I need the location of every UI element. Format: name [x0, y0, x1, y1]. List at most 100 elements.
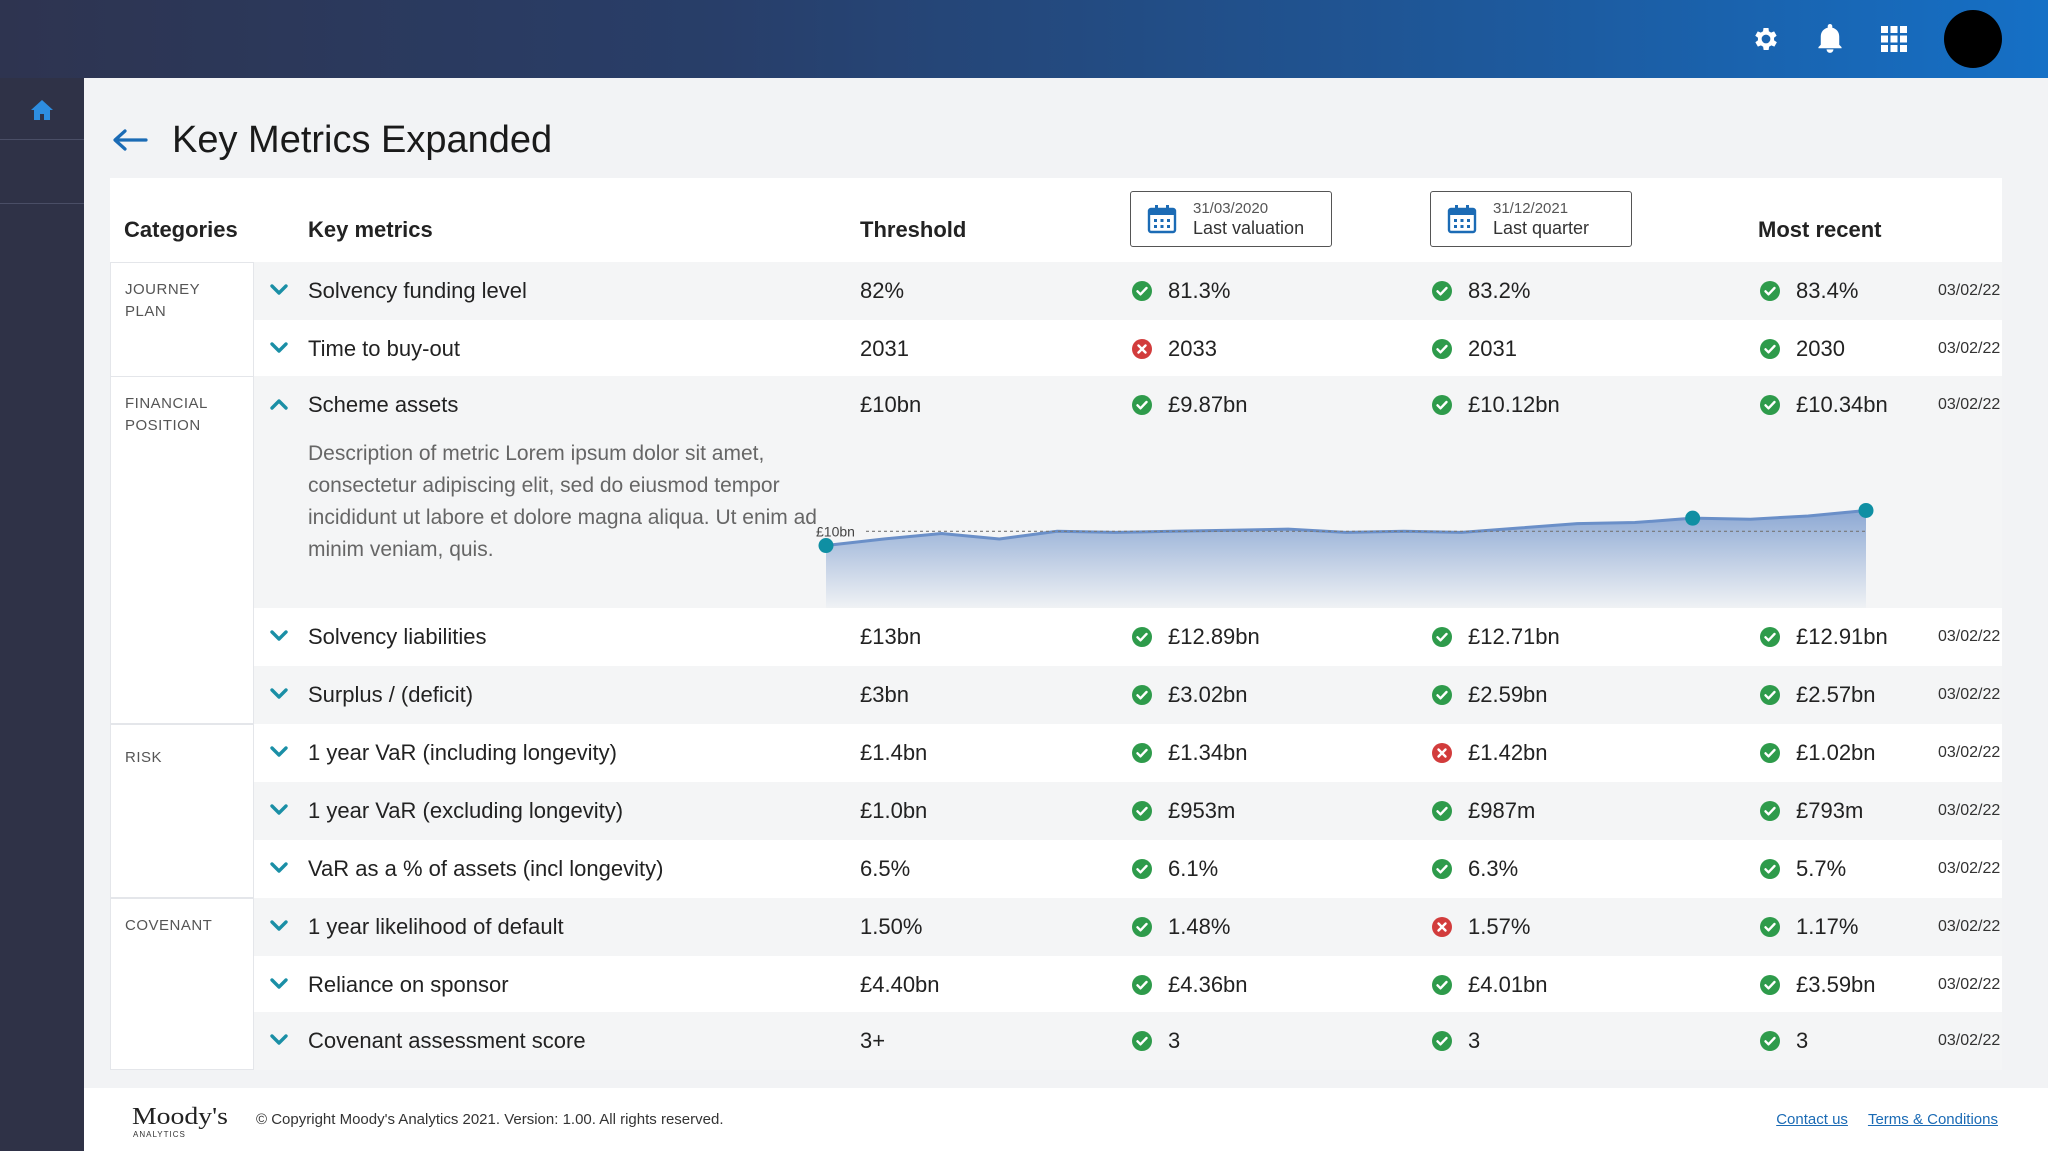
chevron-down-icon[interactable]	[266, 739, 292, 765]
apps-grid-icon[interactable]	[1875, 20, 1913, 58]
most-recent-value: 1.17%	[1760, 898, 1858, 956]
chevron-up-icon[interactable]	[266, 391, 292, 417]
most-recent-text: £12.91bn	[1796, 624, 1888, 649]
trend-point	[818, 538, 834, 554]
most-recent-value: £1.02bn	[1760, 724, 1876, 782]
sidebar-item-empty[interactable]	[0, 140, 84, 204]
chevron-down-icon[interactable]	[266, 855, 292, 881]
sidebar	[0, 78, 84, 1151]
terms-conditions-link[interactable]: Terms & Conditions	[1867, 1111, 1998, 1128]
threshold-value: 3+	[860, 1028, 886, 1053]
last-valuation-date: 31/03/2020	[1193, 200, 1269, 217]
threshold-value: 82%	[860, 278, 905, 303]
table-row: VaR as a % of assets (incl longevity) 6.5…	[254, 840, 2002, 898]
last-valuation-text: 6.1%	[1168, 856, 1219, 881]
last-valuation-value: 81.3%	[1132, 262, 1230, 320]
most-recent-value: £793m	[1760, 782, 1863, 840]
last-quarter-text: £2.59bn	[1468, 682, 1548, 707]
header-categories: Categories	[124, 217, 238, 242]
last-quarter-date-picker[interactable]: 31/12/2021 Last quarter	[1430, 191, 1632, 247]
chevron-down-icon[interactable]	[266, 797, 292, 823]
back-arrow-icon[interactable]	[110, 120, 150, 160]
error-circle-icon	[1432, 917, 1452, 937]
last-quarter-value: £1.42bn	[1432, 724, 1548, 782]
chevron-down-icon[interactable]	[266, 681, 292, 707]
metric-name: Scheme assets	[308, 392, 459, 417]
page-header: Key Metrics Expanded	[110, 112, 552, 168]
last-quarter-value: 3	[1432, 1012, 1480, 1070]
most-recent-value: £3.59bn	[1760, 956, 1876, 1014]
last-valuation-text: 81.3%	[1168, 278, 1231, 303]
most-recent-value: £2.57bn	[1760, 666, 1876, 724]
chevron-down-icon[interactable]	[266, 971, 292, 997]
home-icon	[31, 99, 53, 120]
last-quarter-date: 31/12/2021	[1493, 200, 1569, 217]
most-recent-text: 3	[1796, 1028, 1809, 1053]
calendar-icon	[1447, 205, 1477, 234]
sidebar-item-home[interactable]	[0, 80, 84, 140]
last-quarter-text: £1.42bn	[1468, 740, 1548, 765]
threshold-value: 1.50%	[860, 914, 923, 939]
last-quarter-value: £4.01bn	[1432, 956, 1548, 1014]
metric-name: Time to buy-out	[308, 336, 461, 361]
check-circle-icon	[1132, 627, 1152, 647]
metric-name: VaR as a % of assets (incl longevity)	[308, 856, 664, 881]
last-valuation-text: 3	[1168, 1028, 1181, 1053]
header-threshold: Threshold	[860, 217, 967, 242]
most-recent-date: 03/02/22	[1938, 744, 2001, 761]
chevron-down-icon[interactable]	[266, 1027, 292, 1053]
chevron-down-icon[interactable]	[266, 277, 292, 303]
error-circle-icon	[1432, 743, 1452, 763]
check-circle-icon	[1760, 685, 1780, 705]
last-valuation-value: £12.89bn	[1132, 608, 1260, 666]
most-recent-date: 03/02/22	[1938, 282, 2001, 299]
last-quarter-value: 6.3%	[1432, 840, 1518, 898]
chevron-down-icon[interactable]	[266, 335, 292, 361]
most-recent-value: 5.7%	[1760, 840, 1846, 898]
calendar-icon	[1147, 205, 1177, 234]
metric-name: Covenant assessment score	[308, 1028, 586, 1053]
check-circle-icon	[1132, 685, 1152, 705]
logo-sub-text: ANALYTICS	[133, 1130, 186, 1139]
last-valuation-value: £1.34bn	[1132, 724, 1248, 782]
key-metrics-table: Categories Key metrics Threshold 31/03/2…	[110, 178, 2002, 1070]
last-quarter-text: 83.2%	[1468, 278, 1531, 303]
check-circle-icon	[1132, 859, 1152, 879]
most-recent-date: 03/02/22	[1938, 340, 2001, 357]
threshold-value: 6.5%	[860, 856, 911, 881]
last-valuation-text: £1.34bn	[1168, 740, 1248, 765]
error-circle-icon	[1132, 339, 1152, 359]
threshold-label: £10bn	[816, 523, 855, 539]
most-recent-value: £12.91bn	[1760, 608, 1888, 666]
last-quarter-value: £12.71bn	[1432, 608, 1560, 666]
most-recent-value: £10.34bn	[1760, 376, 1888, 434]
category-risk: RISK	[110, 724, 254, 898]
most-recent-date: 03/02/22	[1938, 1032, 2001, 1049]
threshold-value: £4.40bn	[860, 972, 940, 997]
table-row: 1 year likelihood of default 1.50% 1.48% 1.…	[254, 898, 2002, 956]
chevron-down-icon[interactable]	[266, 623, 292, 649]
most-recent-date: 03/02/22	[1938, 396, 2001, 413]
last-valuation-text: £4.36bn	[1168, 972, 1248, 997]
last-quarter-text: 1.57%	[1468, 914, 1531, 939]
contact-us-link[interactable]: Contact us	[1776, 1111, 1848, 1128]
avatar[interactable]	[1944, 10, 2002, 68]
bell-icon[interactable]	[1811, 20, 1849, 58]
most-recent-text: £1.02bn	[1796, 740, 1876, 765]
last-quarter-value: £987m	[1432, 782, 1535, 840]
gear-icon[interactable]	[1747, 20, 1785, 58]
check-circle-icon	[1132, 281, 1152, 301]
trend-point	[1685, 510, 1701, 526]
chevron-down-icon[interactable]	[266, 913, 292, 939]
check-circle-icon	[1132, 1031, 1152, 1051]
last-quarter-label: Last quarter	[1493, 218, 1590, 238]
threshold-value: £1.0bn	[860, 798, 928, 823]
table-row: 1 year VaR (including longevity) £1.4bn £1…	[254, 724, 2002, 782]
check-circle-icon	[1132, 395, 1152, 415]
last-valuation-date-picker[interactable]: 31/03/2020 Last valuation	[1130, 191, 1332, 247]
last-valuation-label: Last valuation	[1193, 218, 1305, 238]
check-circle-icon	[1760, 975, 1780, 995]
last-valuation-value: £953m	[1132, 782, 1235, 840]
check-circle-icon	[1432, 627, 1452, 647]
check-circle-icon	[1432, 339, 1452, 359]
